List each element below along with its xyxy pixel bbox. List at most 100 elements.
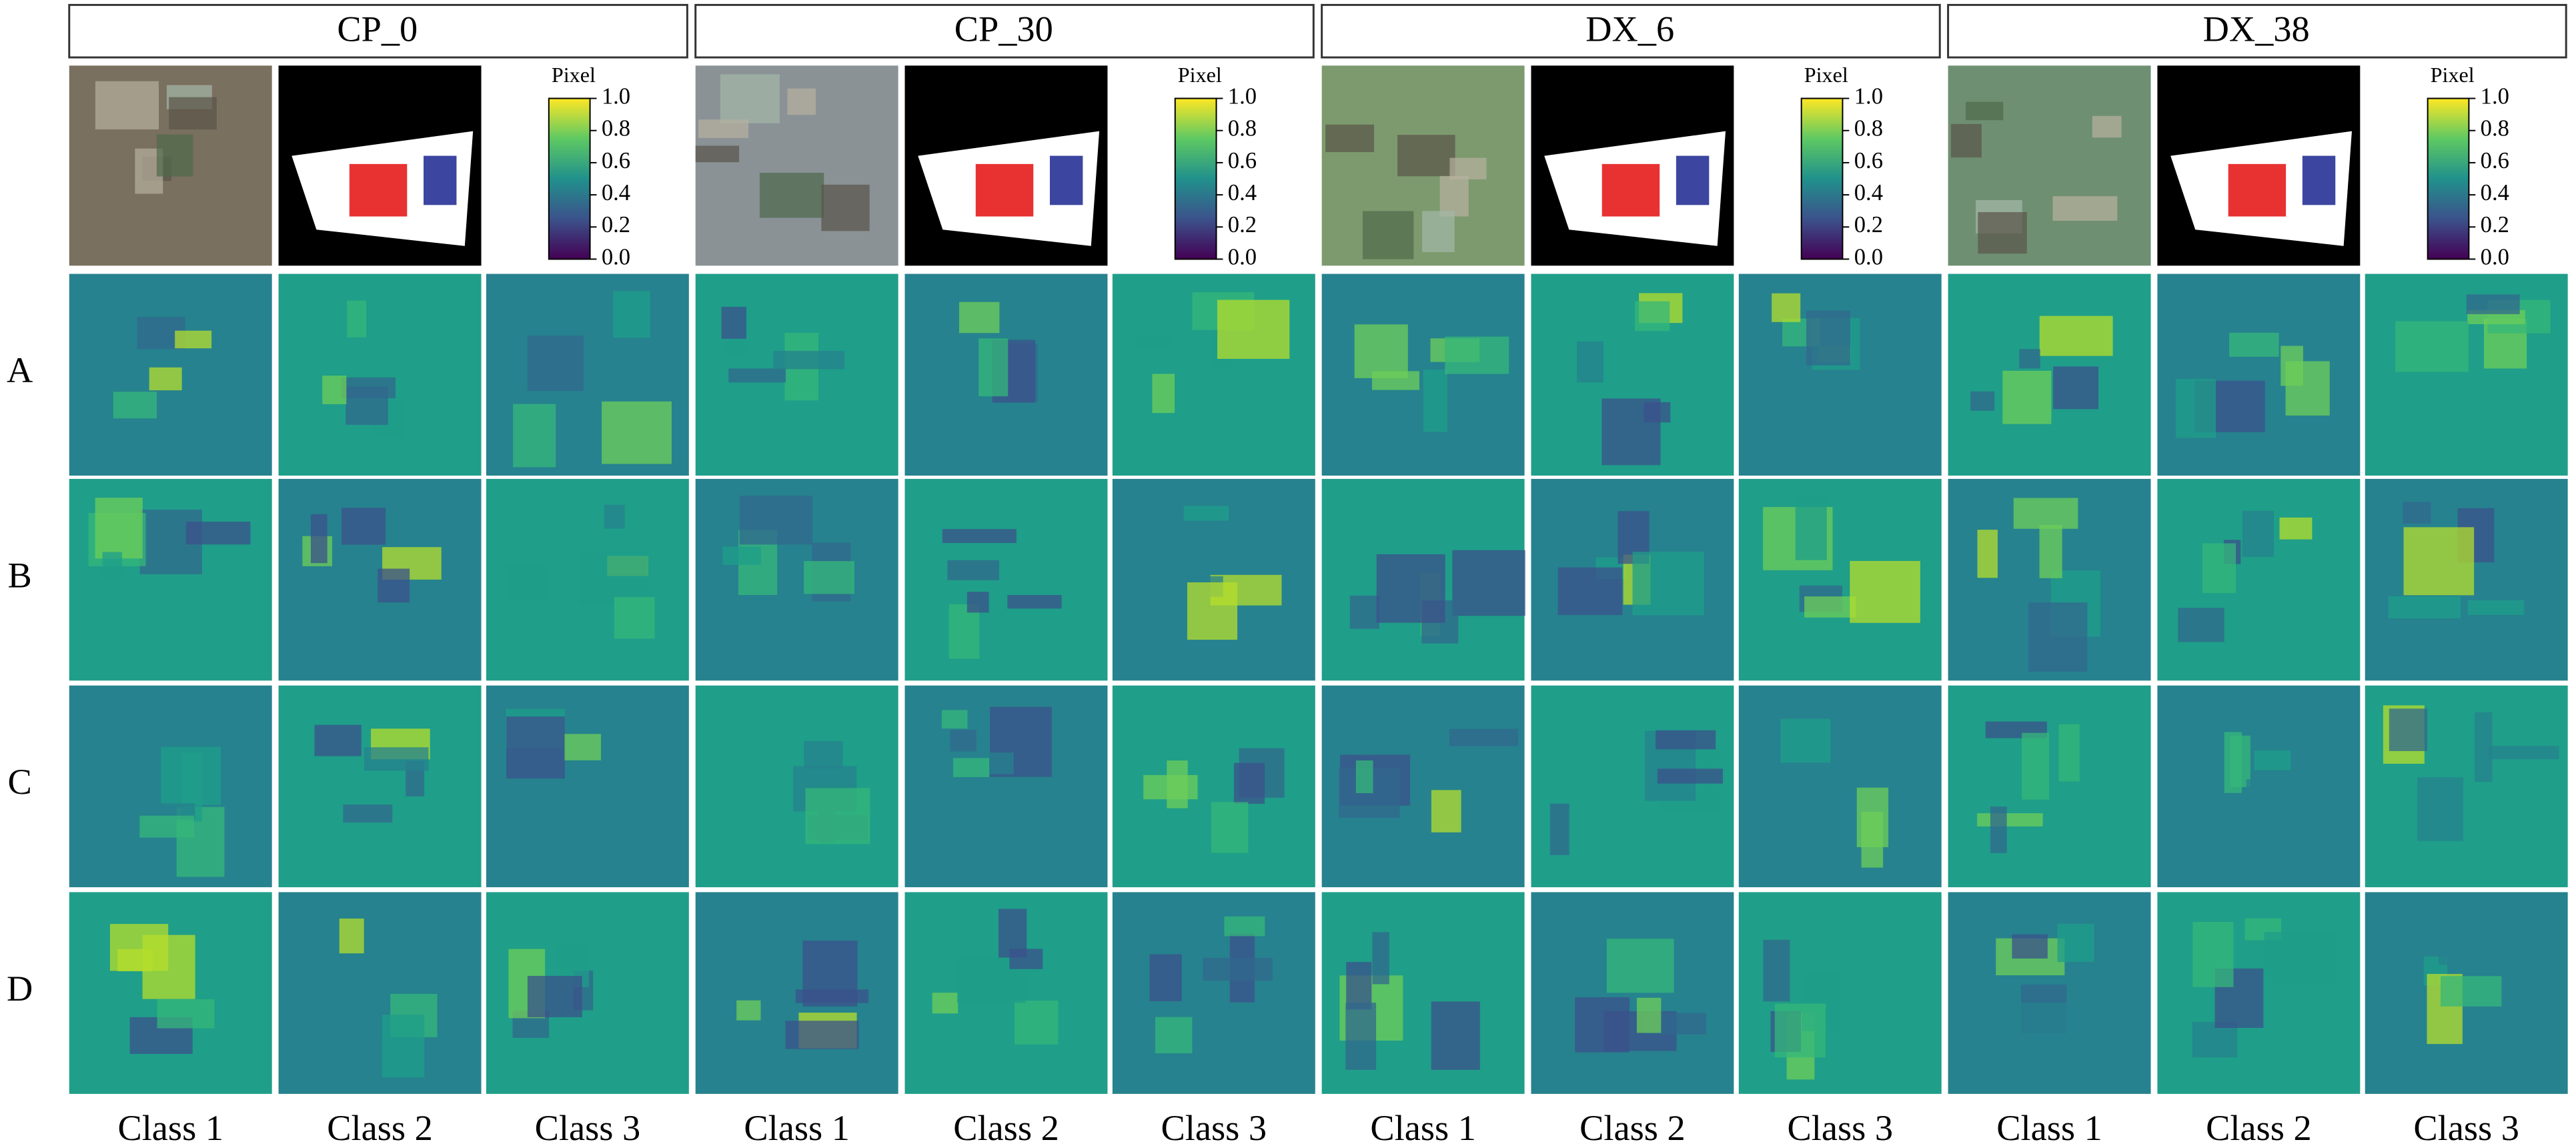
heatmap-feature [347, 300, 367, 338]
heatmap-feature [102, 552, 122, 582]
heatmap-feature [2279, 517, 2313, 540]
column-label: Class 2 [327, 1108, 433, 1148]
heatmap [278, 273, 482, 476]
heatmap-feature [2489, 746, 2559, 760]
heatmap-feature [378, 568, 410, 603]
heatmap-feature [1636, 997, 1662, 1033]
heatmap-feature [739, 496, 813, 545]
colorbar-tick-label: 0.4 [2481, 180, 2509, 205]
heatmap [1948, 685, 2151, 888]
heatmap-feature [1187, 582, 1238, 640]
colorbar [1174, 97, 1217, 260]
heatmap-feature [157, 999, 215, 1029]
heatmap-feature [2246, 779, 2284, 848]
heatmap-feature [1152, 374, 1175, 414]
heatmap-feature [1371, 371, 1419, 390]
heatmap [1738, 685, 1942, 888]
image-texture [1950, 123, 1982, 158]
colorbar-tick-label: 0.6 [602, 148, 630, 173]
column-label: Class 3 [1161, 1108, 1267, 1148]
colorbar-tick-label: 0.4 [1854, 180, 1883, 205]
heatmap-feature [1445, 336, 1509, 374]
heatmap-feature [1577, 341, 1603, 383]
heatmap-feature [1345, 1003, 1377, 1070]
colorbar-label: Pixel [1804, 63, 1848, 87]
colorbar-tick-label: 1.0 [1854, 83, 1883, 109]
heatmap-feature [2254, 750, 2291, 770]
heatmap-feature [343, 804, 393, 823]
image-texture [1978, 211, 2027, 254]
heatmap [1321, 273, 1525, 476]
row-label: B [8, 555, 32, 595]
mask-class-red [1601, 163, 1660, 217]
colorbar-tick-label: 0.0 [2481, 244, 2509, 269]
heatmap-feature [2403, 502, 2431, 524]
heatmap-feature [805, 788, 870, 844]
colorbar-tick-label: 0.6 [1228, 148, 1257, 173]
heatmap-feature [2388, 596, 2461, 618]
heatmap-feature [1780, 718, 1831, 763]
heatmap-feature [606, 714, 647, 740]
mask-class-red [349, 163, 408, 217]
heatmap-feature [185, 522, 251, 545]
heatmap-feature [773, 351, 844, 370]
image-texture [1362, 211, 1414, 259]
image-texture [821, 184, 870, 231]
heatmap-feature [2192, 922, 2234, 987]
heatmap-feature [1007, 595, 1062, 609]
heatmap [278, 685, 482, 888]
heatmap-feature [802, 941, 858, 1007]
heatmap-feature [722, 546, 761, 565]
heatmap-feature [1211, 802, 1249, 853]
heatmap-feature [1795, 497, 1827, 560]
heatmap-feature [1355, 760, 1373, 793]
heatmap-feature [2012, 934, 2048, 959]
group-header-box [68, 3, 688, 59]
heatmap-feature [948, 604, 980, 659]
colorbar [548, 97, 591, 260]
heatmap-feature [804, 740, 843, 769]
row-label: D [7, 969, 33, 1009]
heatmap-feature [1861, 812, 1884, 868]
colorbar-tick-label: 0.0 [602, 244, 630, 269]
heatmap-feature [1349, 595, 1379, 629]
heatmap-feature [139, 815, 194, 838]
heatmap-feature [314, 724, 362, 756]
heatmap-feature [1431, 1001, 1480, 1070]
image-texture [95, 81, 159, 129]
heatmap-feature [95, 498, 143, 559]
heatmap-feature [1233, 762, 1265, 804]
heatmap-feature [1452, 550, 1525, 616]
heatmap-feature [1977, 813, 2043, 826]
heatmap-feature [1137, 336, 1170, 350]
heatmap-feature [2202, 543, 2236, 594]
heatmap-feature [1549, 803, 1569, 855]
group-title: CP_30 [954, 9, 1053, 49]
heatmap-feature [564, 734, 602, 760]
column-label: Class 1 [744, 1108, 850, 1148]
image-texture [1965, 101, 2004, 121]
heatmap-feature [728, 368, 786, 383]
heatmap-feature [736, 1000, 761, 1021]
heatmap-feature [1224, 916, 1265, 937]
heatmap-feature [1656, 730, 1716, 750]
colorbar-tick-label: 0.8 [602, 116, 630, 141]
heatmap-feature [1772, 293, 1801, 322]
image-texture [1397, 135, 1455, 177]
group-title: CP_0 [337, 9, 418, 49]
image-texture [2052, 196, 2118, 221]
heatmap-feature [2039, 316, 2113, 356]
colorbar-tick-label: 0.2 [602, 212, 630, 237]
heatmap-feature [932, 993, 958, 1014]
colorbar-tick-label: 0.4 [1228, 180, 1257, 205]
colorbar-tick-label: 0.6 [2481, 148, 2509, 173]
heatmap-feature [1155, 1017, 1193, 1054]
heatmap-feature [149, 367, 182, 391]
heatmap-feature [1634, 301, 1670, 332]
image-texture [2092, 115, 2122, 138]
heatmap-feature [1977, 530, 1998, 578]
mask-class-blue [2302, 155, 2336, 205]
heatmap-feature [1575, 997, 1630, 1053]
heatmap-feature [2417, 777, 2463, 841]
heatmap-feature [958, 302, 1000, 334]
